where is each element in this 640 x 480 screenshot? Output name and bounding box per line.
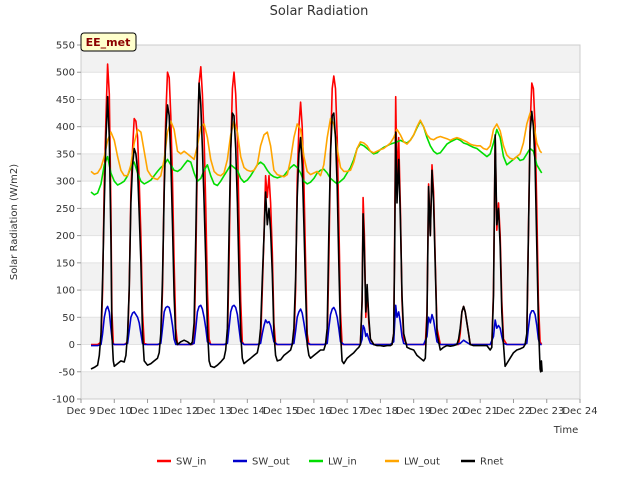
y-tick-label: 200 <box>56 231 75 242</box>
x-tick-label: Dec 21 <box>463 406 498 417</box>
y-tick-label: 50 <box>62 313 75 324</box>
legend-label: SW_in <box>176 457 206 468</box>
y-tick-label: 100 <box>56 286 75 297</box>
x-tick-label: Dec 16 <box>296 406 331 417</box>
y-tick-label: -50 <box>59 367 75 378</box>
x-tick-label: Dec 18 <box>363 406 398 417</box>
x-tick-label: Dec 9 <box>67 406 96 417</box>
grid-band <box>81 317 580 345</box>
series-line-lw-in <box>90 120 543 196</box>
x-tick-label: Dec 14 <box>230 406 265 417</box>
x-tick-label: Dec 10 <box>97 406 132 417</box>
x-tick-label: Dec 12 <box>163 406 198 417</box>
y-tick-label: 150 <box>56 258 75 269</box>
annotation-badge-box <box>80 32 137 52</box>
y-tick-label: 500 <box>56 68 75 79</box>
y-tick-label: 250 <box>56 204 75 215</box>
x-tick-label: Dec 24 <box>562 406 597 417</box>
series-line-lw-out <box>90 112 543 181</box>
annotation-badge: EE_met <box>80 32 137 52</box>
chart-title: Solar Radiation <box>270 4 369 19</box>
y-axis-title: Solar Radiation (W/m2) <box>9 164 20 280</box>
x-tick-label: Dec 17 <box>330 406 365 417</box>
grid-band <box>81 262 580 291</box>
grid-bands <box>81 44 580 400</box>
x-tick-label: Dec 20 <box>429 406 464 417</box>
y-tick-label: 0 <box>69 340 75 351</box>
grid-band <box>81 45 580 73</box>
y-tick-label: 350 <box>56 149 75 160</box>
x-tick-label: Dec 19 <box>396 406 431 417</box>
y-tick-label: 550 <box>56 41 75 52</box>
x-tick-label: Dec 15 <box>263 406 298 417</box>
y-axis: -100 -50 0 50 100 150 200 250 300 350 400 450 500 550 <box>52 41 81 406</box>
legend-label: LW_out <box>404 457 440 468</box>
legend: SW_in SW_out LW_in LW_out Rnet <box>157 457 503 468</box>
series-line-rnet <box>90 82 543 373</box>
x-tick-label: Dec 22 <box>496 406 531 417</box>
grid-band <box>81 208 580 236</box>
legend-label: LW_in <box>328 457 357 468</box>
y-tick-label: 300 <box>56 177 75 188</box>
annotation-badge-label: EE_met <box>86 36 131 49</box>
legend-label: SW_out <box>252 457 290 468</box>
y-tick-label: -100 <box>52 395 75 406</box>
y-tick-label: 450 <box>56 95 75 106</box>
legend-label: Rnet <box>480 457 503 468</box>
x-tick-label: Dec 23 <box>529 406 564 417</box>
x-tick-label: Dec 13 <box>196 406 231 417</box>
grid-band <box>81 371 580 399</box>
x-axis-title: Time <box>553 425 578 436</box>
plot-frame <box>80 44 581 400</box>
plot-border <box>80 44 581 400</box>
y-tick-label: 400 <box>56 122 75 133</box>
series-lines <box>90 63 543 373</box>
x-tick-label: Dec 11 <box>130 406 165 417</box>
